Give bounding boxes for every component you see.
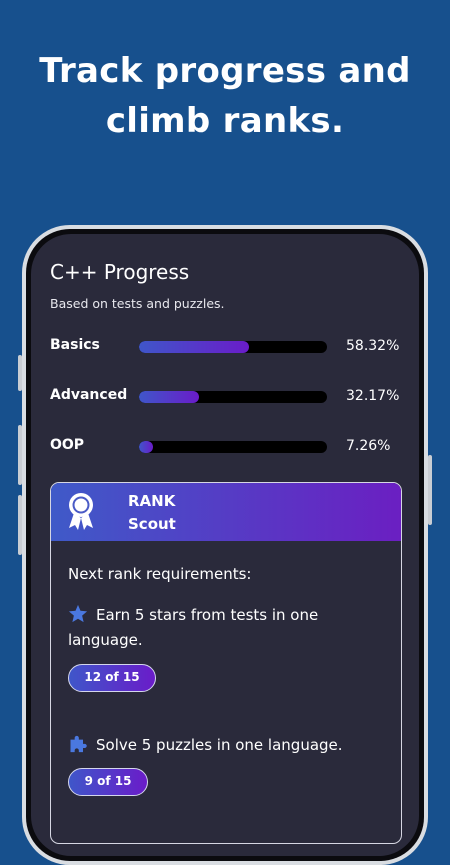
requirement-text: Earn 5 stars from tests in one language.	[68, 606, 319, 649]
requirement-item: Solve 5 puzzles in one language.	[68, 733, 368, 758]
headline-line-1: Track progress and	[39, 51, 411, 91]
progress-row-basics: Basics 58.32%	[50, 335, 410, 359]
progress-fill	[139, 391, 200, 403]
phone-side-button	[18, 425, 22, 485]
progress-value: 58.32%	[346, 338, 400, 354]
progress-fill	[139, 341, 249, 353]
rank-card[interactable]: RANK Scout Next rank requirements: Earn …	[50, 482, 402, 844]
rank-name: Scout	[128, 515, 176, 533]
app-screen: C++ Progress Based on tests and puzzles.…	[31, 234, 419, 856]
progress-track	[139, 341, 327, 353]
award-ribbon-icon	[69, 493, 93, 530]
star-icon	[68, 604, 88, 623]
progress-track	[139, 391, 327, 403]
progress-label: Basics	[50, 337, 100, 353]
phone-bezel: C++ Progress Based on tests and puzzles.…	[26, 229, 424, 861]
page-title: C++ Progress	[50, 260, 190, 284]
requirement-item: Earn 5 stars from tests in one language.	[68, 603, 368, 653]
progress-fill	[139, 441, 153, 453]
puzzle-piece-icon	[70, 735, 87, 753]
requirement-progress-badge: 9 of 15	[68, 768, 148, 796]
headline: Track progress and climb ranks.	[0, 46, 450, 146]
rank-label: RANK	[128, 492, 176, 510]
progress-label: OOP	[50, 437, 85, 453]
page-subtitle: Based on tests and puzzles.	[50, 296, 225, 311]
phone-side-button	[18, 495, 22, 555]
phone-side-button	[18, 355, 22, 391]
phone-frame: C++ Progress Based on tests and puzzles.…	[22, 225, 428, 865]
requirement-text: Solve 5 puzzles in one language.	[96, 736, 343, 754]
progress-row-advanced: Advanced 32.17%	[50, 385, 410, 409]
progress-track	[139, 441, 327, 453]
rank-header: RANK Scout	[51, 483, 401, 541]
requirement-progress-badge: 12 of 15	[68, 664, 156, 692]
phone-side-button	[428, 455, 432, 525]
headline-line-2: climb ranks.	[105, 101, 345, 141]
progress-label: Advanced	[50, 387, 128, 403]
requirements-title: Next rank requirements:	[68, 565, 252, 583]
progress-value: 32.17%	[346, 388, 400, 404]
progress-value: 7.26%	[346, 438, 391, 454]
progress-row-oop: OOP 7.26%	[50, 435, 410, 459]
